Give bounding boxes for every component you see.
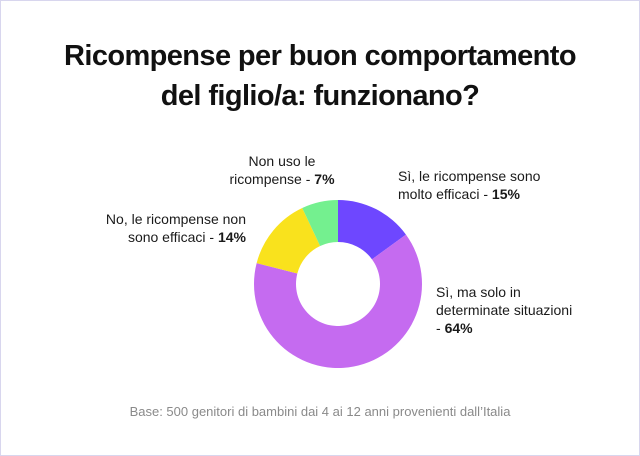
footnote: Base: 500 genitori di bambini dai 4 ai 1…	[129, 404, 511, 419]
title-line-2: del figlio/a: funzionano?	[160, 80, 480, 112]
slice-label-not-effective-line1: No, le ricompense non	[105, 211, 246, 227]
slice-label-some-situations: Sì, ma solo in determinate situazioni - …	[436, 284, 573, 336]
slice-label-no-rewards: Non uso le ricompense - 7%	[222, 152, 342, 188]
slice-label-no-rewards-line2: ricompense	[229, 171, 302, 187]
slice-value-not-effective: 14%	[217, 229, 246, 245]
slice-some-situations	[253, 234, 422, 368]
slice-label-not-effective: No, le ricompense non sono efficaci - 14…	[60, 210, 246, 246]
slice-not-effective	[256, 207, 321, 274]
slice-label-very-effective: Sì, le ricompense sono molto efficaci - …	[398, 168, 541, 202]
slice-label-very-effective-line1: Sì, le ricompense sono	[398, 168, 541, 184]
slice-value-very-effective: 15%	[491, 186, 520, 202]
title-line-1: Ricompense per buon comportamento	[64, 40, 577, 72]
chart-title: Ricompense per buon comportamento del fi…	[0, 36, 640, 116]
slice-label-some-situations-line1: Sì, ma solo in	[436, 284, 521, 300]
slice-label-not-effective-line2: sono efficaci	[127, 229, 206, 245]
slice-label-no-rewards-line1: Non uso le	[248, 153, 316, 169]
slice-label-very-effective-line2: molto efficaci	[398, 186, 480, 202]
slice-very-effective	[338, 200, 406, 260]
slice-value-some-situations: 64%	[444, 320, 473, 336]
slice-label-some-situations-line2: determinate situazioni	[436, 302, 573, 318]
slice-value-no-rewards: 7%	[314, 171, 335, 187]
slice-no-rewards	[302, 200, 338, 246]
